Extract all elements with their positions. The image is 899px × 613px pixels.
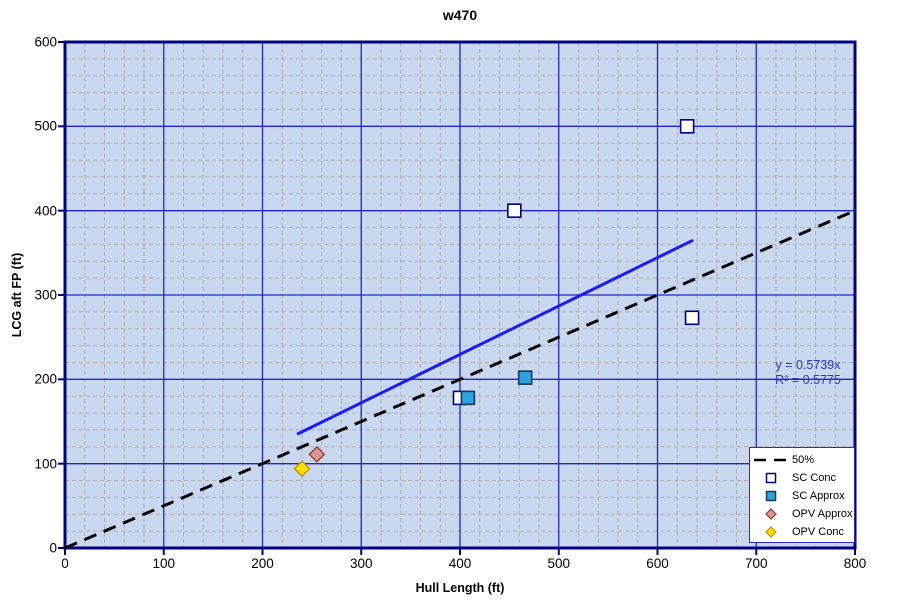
legend-label: OPV Conc xyxy=(792,526,844,538)
legend-item: OPV Conc xyxy=(750,523,854,541)
legend-item: OPV Approx xyxy=(750,505,854,523)
diamond-marker-icon xyxy=(765,508,777,520)
legend-label: SC Conc xyxy=(792,472,837,484)
y-tick-label: 0 xyxy=(49,540,57,556)
y-tick-label: 400 xyxy=(34,203,57,219)
legend-item: 50% xyxy=(750,451,854,469)
square-marker-icon xyxy=(765,490,777,502)
data-point xyxy=(293,460,311,478)
legend-item: SC Conc xyxy=(750,469,854,487)
data-point xyxy=(507,203,522,218)
plot-border xyxy=(63,40,857,550)
diamond-marker-icon xyxy=(765,526,777,538)
legend-marker-shape xyxy=(765,490,777,502)
x-tick-label: 400 xyxy=(448,556,472,571)
chart-title: w470 xyxy=(442,7,478,23)
legend-marker-shape xyxy=(765,508,777,520)
equation-line: y = 0.5739x xyxy=(775,358,841,372)
square-marker-icon xyxy=(765,472,777,484)
trendline-equation: y = 0.5739x R² = 0.5775 xyxy=(752,358,864,388)
r-squared-line: R² = 0.5775 xyxy=(775,373,841,387)
x-tick-label: 500 xyxy=(547,556,571,571)
x-tick-label: 100 xyxy=(152,556,176,571)
x-tick-label: 600 xyxy=(646,556,669,571)
y-tick-label: 500 xyxy=(34,118,57,134)
fifty-percent-line xyxy=(64,209,856,550)
legend-marker-shape xyxy=(765,472,777,484)
trendline xyxy=(296,238,694,436)
legend-label: 50% xyxy=(792,454,815,466)
y-tick-label: 200 xyxy=(34,371,57,387)
plot-area xyxy=(58,40,857,555)
x-tick-label: 300 xyxy=(349,556,373,571)
y-axis-title: LCG aft FP (ft) xyxy=(10,252,24,338)
legend-label: SC Approx xyxy=(792,490,845,502)
dashed-line-icon xyxy=(754,458,788,462)
legend-label: OPV Approx xyxy=(792,508,853,520)
legend-item: SC Approx xyxy=(750,487,854,505)
data-point xyxy=(460,390,476,406)
x-tick-label: 0 xyxy=(61,556,69,571)
data-point xyxy=(308,445,326,463)
data-point xyxy=(679,119,695,134)
data-point xyxy=(517,370,533,385)
x-tick-label: 200 xyxy=(251,556,274,571)
y-tick-label: 300 xyxy=(34,287,57,303)
x-tick-label: 800 xyxy=(843,556,867,571)
y-tick-label: 600 xyxy=(34,34,57,50)
data-point xyxy=(684,310,700,326)
x-axis-title: Hull Length (ft) xyxy=(415,581,505,595)
legend-marker-shape xyxy=(765,526,777,538)
y-tick-label: 100 xyxy=(34,456,57,472)
x-tick-label: 700 xyxy=(744,556,768,571)
legend: 50% SC Conc SC Approx OPV Approx OPV Conc xyxy=(749,447,855,543)
